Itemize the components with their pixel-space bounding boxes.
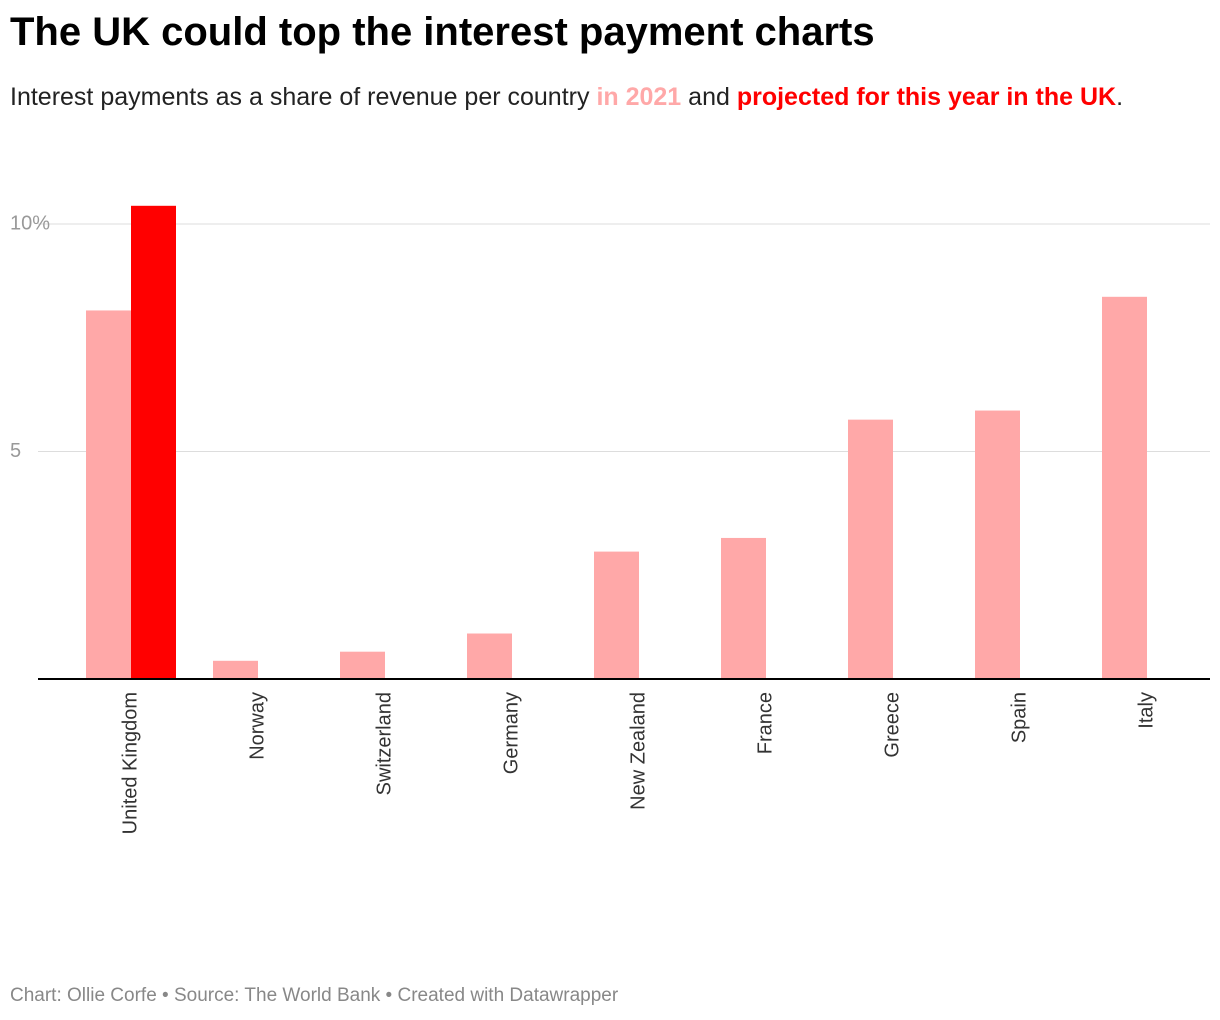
source-note: Chart: Ollie Corfe • Source: The World B… (10, 985, 619, 1006)
x-tick-label: New Zealand (627, 692, 649, 810)
x-tick-label: Germany (500, 692, 522, 774)
legend-entry: in 2021 (596, 83, 682, 111)
chart-subtitle: Interest payments as a share of revenue … (10, 80, 1190, 114)
chart: 5 10% United Kingdom Norway Switzerland Germa… (10, 205, 1210, 834)
subtitle-text: Interest payments as a share of revenue … (10, 83, 590, 111)
chart-title: The UK could top the interest payment ch… (10, 10, 875, 54)
subtitle-text: and (688, 83, 730, 111)
x-tick-label: Switzerland (373, 692, 395, 795)
bar (213, 660, 258, 679)
bar (594, 551, 639, 679)
bar (131, 205, 176, 680)
x-tick-label: United Kingdom (119, 692, 141, 834)
x-tick-label: Italy (1135, 692, 1157, 729)
bar (1102, 296, 1147, 679)
bar (721, 537, 766, 679)
y-tick-label: 5 (10, 440, 21, 462)
x-tick-label: France (754, 692, 776, 754)
subtitle-text: . (1116, 83, 1124, 111)
bar (340, 651, 385, 679)
y-tick-label: 10% (10, 212, 50, 234)
x-tick-label: Spain (1008, 692, 1030, 743)
bar (975, 410, 1020, 679)
bar (86, 310, 131, 679)
x-tick-label: Greece (881, 692, 903, 758)
legend-entry: projected for this year in the UK (736, 83, 1117, 111)
x-tick-label: Norway (246, 692, 268, 760)
bar (848, 419, 893, 679)
bar (467, 633, 512, 679)
